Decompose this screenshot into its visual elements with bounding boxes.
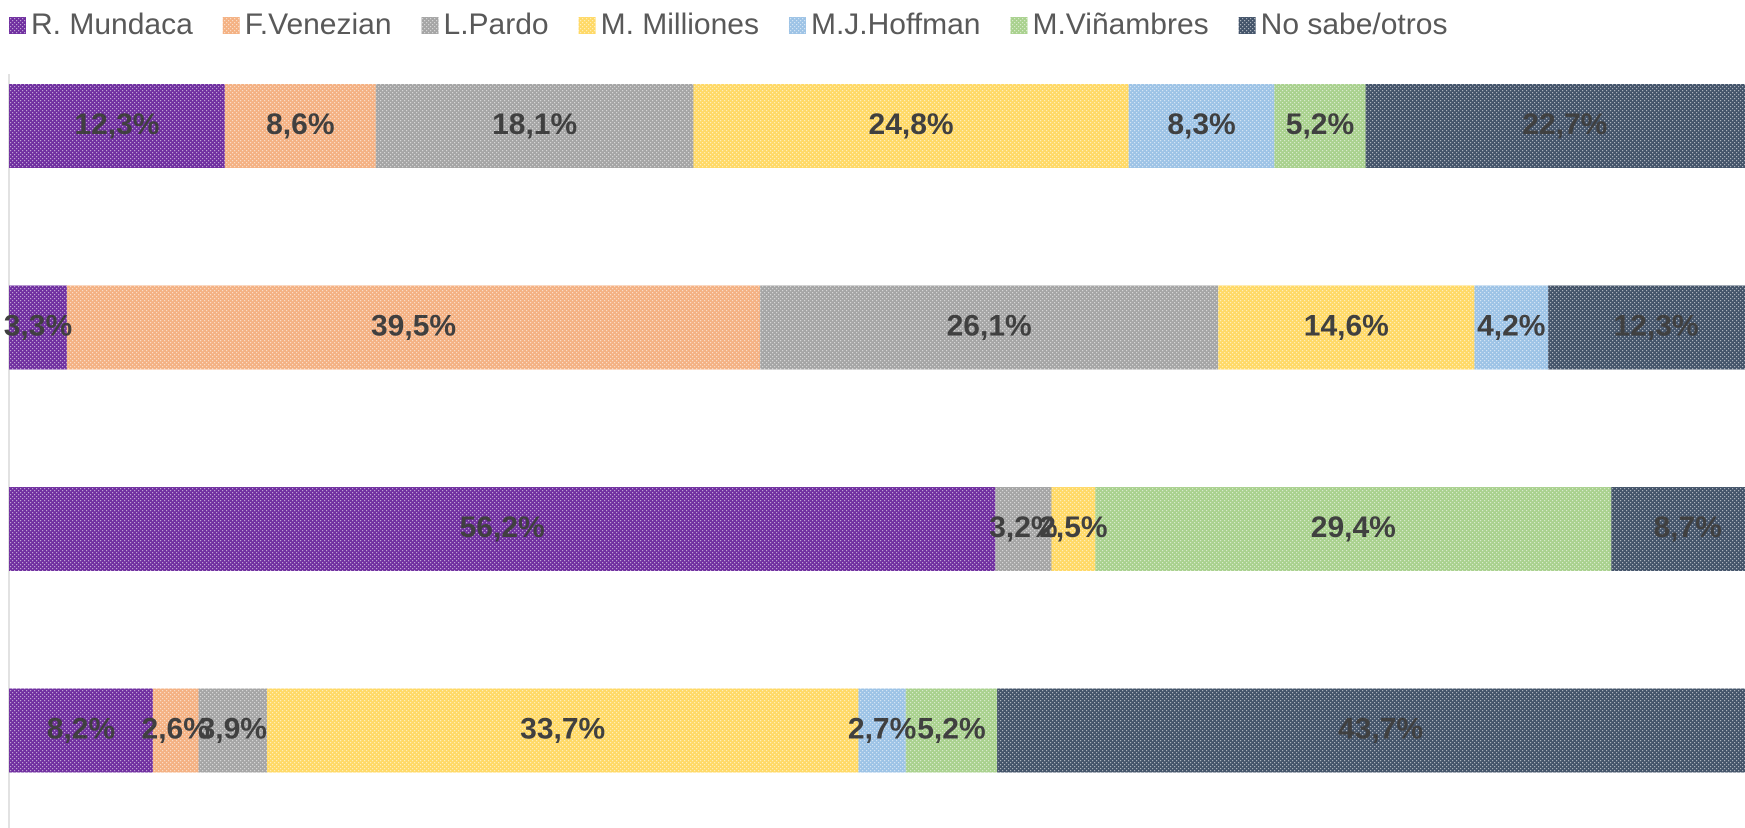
bar-segment: [693, 84, 1129, 168]
data-label: 33,7%: [520, 712, 605, 745]
data-label: 26,1%: [947, 309, 1032, 342]
legend-label: No sabe/otros: [1261, 8, 1448, 41]
bar-segment: [995, 487, 1052, 571]
bar-segment: [198, 688, 267, 773]
legend-swatch: [222, 17, 240, 34]
data-label: 43,7%: [1338, 712, 1423, 745]
bar-segment: [1274, 84, 1366, 168]
bar-segment: [1218, 285, 1475, 370]
bar-segment: [224, 84, 376, 168]
bar-segment: [9, 688, 153, 773]
bar-segment: [9, 487, 996, 571]
data-label: 22,7%: [1522, 108, 1607, 141]
data-label: 3,9%: [199, 712, 267, 745]
legend-label: M.J.Hoffman: [811, 8, 981, 41]
bar-segment: [152, 688, 199, 773]
data-label: 3,2%: [989, 511, 1057, 544]
data-label: 8,3%: [1167, 108, 1235, 141]
bar-segment: [1128, 84, 1275, 168]
data-label: 8,7%: [1653, 511, 1721, 544]
bar-segment: [375, 84, 694, 168]
data-label: 14,6%: [1304, 309, 1389, 342]
bar-segment: [858, 688, 906, 773]
data-label: 29,4%: [1311, 511, 1396, 544]
data-label: 18,1%: [492, 108, 577, 141]
bar-segment: [1365, 84, 1745, 168]
data-label: 2,6%: [142, 712, 210, 745]
data-label: 12,3%: [1614, 309, 1699, 342]
bar-segment: [9, 84, 225, 168]
legend-swatch: [788, 17, 806, 34]
legend-swatch: [421, 17, 439, 34]
bar-segment: [266, 688, 859, 773]
bar-segment: [66, 285, 761, 370]
bar-segment: [1051, 487, 1096, 571]
bar-segment: [997, 688, 1745, 773]
bar-segment: [9, 285, 67, 370]
legend-swatch: [1010, 17, 1028, 34]
bar-segment: [1548, 285, 1745, 370]
legend-label: M. Milliones: [601, 8, 759, 41]
data-label: 8,6%: [266, 108, 334, 141]
data-label: 5,2%: [1286, 108, 1354, 141]
data-label: 56,2%: [460, 511, 545, 544]
legend-label: R. Mundaca: [31, 8, 193, 41]
data-label: 8,2%: [47, 712, 115, 745]
data-label: 12,3%: [74, 108, 159, 141]
legend-label: F.Venezian: [245, 8, 392, 41]
data-label: 39,5%: [371, 309, 456, 342]
data-label: 2,5%: [1039, 511, 1107, 544]
legend-swatch: [1238, 17, 1256, 34]
legend-label: L.Pardo: [444, 8, 549, 41]
data-label: 3,3%: [4, 309, 72, 342]
bar-segment: [1474, 285, 1549, 370]
bar-segment: [1095, 487, 1612, 571]
bar-segment: [1611, 487, 1745, 571]
legend-swatch: [9, 17, 26, 34]
legend-label: M.Viñambres: [1032, 8, 1208, 41]
bar-segment: [905, 688, 998, 773]
data-label: 24,8%: [869, 108, 954, 141]
bar-segment: [760, 285, 1219, 370]
data-label: 5,2%: [917, 712, 985, 745]
legend-swatch: [578, 17, 596, 34]
data-label: 4,2%: [1477, 309, 1545, 342]
data-label: 2,7%: [848, 712, 916, 745]
